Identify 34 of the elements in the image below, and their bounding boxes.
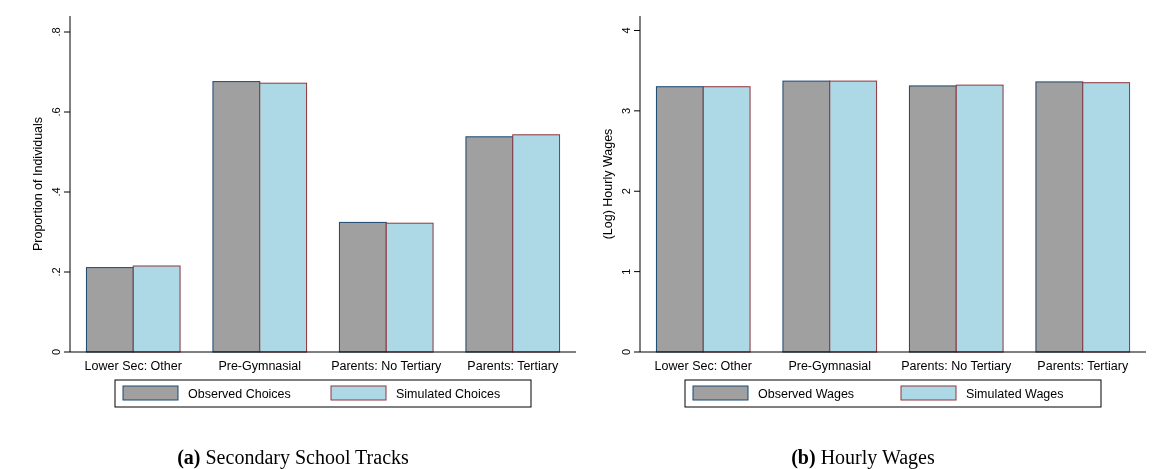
x-tick-label: Parents: No Tertiary [901, 359, 1013, 373]
legend-label: Observed Wages [758, 387, 855, 401]
y-tick-label: .6 [50, 107, 62, 117]
y-tick-label: 0 [50, 348, 62, 356]
x-tick-label: Parents: No Tertiary [331, 359, 443, 373]
bar [259, 82, 308, 353]
bar [85, 267, 134, 353]
legend-label: Simulated Wages [966, 387, 1064, 401]
x-tick-label: Parents: Tertiary [1037, 359, 1129, 373]
y-tick-label: 2 [620, 188, 632, 195]
bar [465, 136, 514, 353]
bar [338, 221, 387, 353]
y-tick-label: 0 [620, 348, 632, 356]
y-axis-title: Proportion of Individuals [31, 116, 45, 252]
x-tick-label: Lower Sec: Other [84, 359, 182, 373]
y-tick-label: 1 [620, 268, 632, 275]
legend-label: Simulated Choices [396, 387, 501, 401]
y-tick-label: .4 [50, 187, 62, 197]
bar [512, 134, 561, 353]
x-tick-label: Pre-Gymnasial [788, 359, 872, 373]
y-tick-label: 3 [620, 107, 632, 114]
y-tick-label: .8 [50, 27, 62, 37]
bar [132, 265, 181, 353]
y-tick-label: .2 [50, 267, 62, 277]
bar [212, 81, 261, 353]
x-tick-label: Lower Sec: Other [654, 359, 752, 373]
x-tick-label: Pre-Gymnasial [218, 359, 302, 373]
y-tick-label: 4 [620, 27, 632, 34]
text: (a) Secondary School Tracks [177, 446, 410, 469]
text: (b) Hourly Wages [791, 446, 935, 469]
legend-label: Observed Choices [188, 387, 291, 401]
x-tick-label: Parents: Tertiary [467, 359, 559, 373]
bar [385, 222, 434, 353]
y-axis-title: (Log) Hourly Wages [601, 128, 615, 240]
